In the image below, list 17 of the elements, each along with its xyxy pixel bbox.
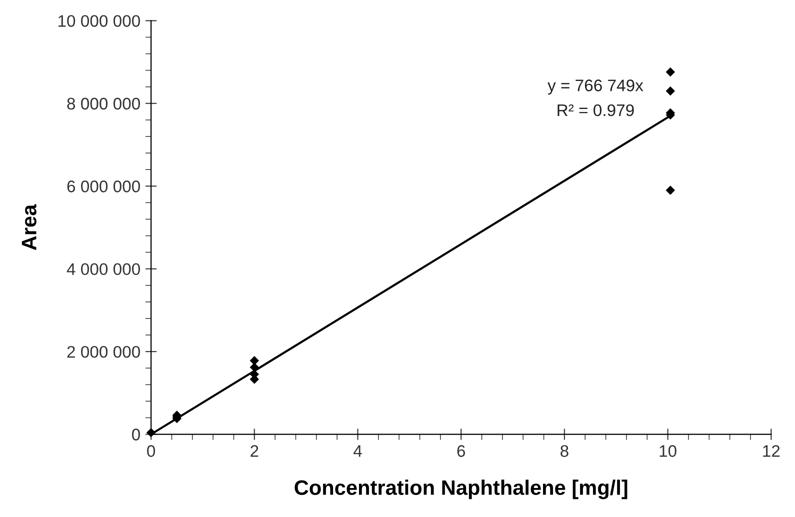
annotation: R² = 0.979 (558, 104, 634, 116)
y-tick-label: 6 000 000 (67, 180, 140, 192)
y-tick-label: 8 000 000 (67, 98, 140, 110)
x-tick-label: 8 (560, 445, 568, 457)
x-tick-label: 6 (457, 445, 465, 457)
annotation: y = 766 749x (548, 80, 644, 95)
y-axis-title: Area (22, 204, 36, 250)
y-tick-label: 0 (132, 428, 140, 440)
x-tick-label: 2 (250, 445, 258, 457)
x-tick-label: 4 (354, 445, 362, 457)
x-axis-title: Concentration Naphthalene [mg/l] (294, 480, 628, 500)
y-tick-label: 10 000 000 (58, 15, 140, 27)
y-tick-label: 4 000 000 (66, 263, 140, 276)
y-tick-label: 2 000 000 (67, 346, 140, 358)
x-tick-label: 0 (147, 445, 156, 457)
x-tick-label: 12 (763, 445, 780, 457)
x-tick-label: 10 (660, 445, 676, 457)
